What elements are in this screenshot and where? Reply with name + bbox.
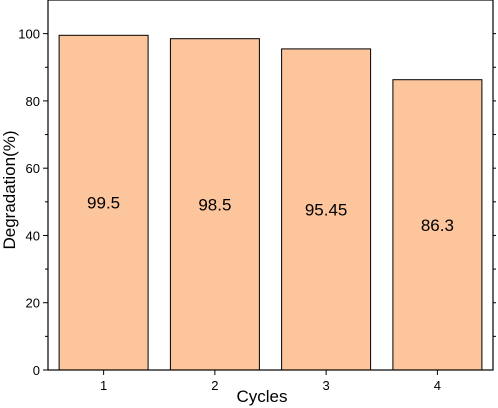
- x-axis-title: Cycles: [236, 387, 287, 406]
- x-axis-ticks: 1 2 3 4: [100, 370, 441, 393]
- x-tick-label: 2: [211, 378, 218, 393]
- bar-cycle-4: [392, 79, 483, 371]
- data-label-cycle-3: 95.45: [305, 201, 348, 220]
- data-label-cycle-1: 99.5: [87, 194, 120, 213]
- y-tick-label: 60: [26, 161, 40, 176]
- data-label-cycle-4: 86.3: [421, 216, 454, 235]
- bar-cycle-3: [281, 48, 372, 371]
- y-axis-title: Degradation(%): [0, 130, 19, 249]
- bar-cycle-1: [58, 34, 149, 371]
- y-tick-label: 100: [18, 27, 40, 42]
- y-tick-label: 40: [26, 229, 40, 244]
- plot-area-frame: [47, 0, 494, 371]
- x-tick-label: 3: [322, 378, 329, 393]
- data-label-cycle-2: 98.5: [198, 195, 231, 214]
- bar-cycle-2: [169, 38, 260, 371]
- x-tick-label: 4: [434, 378, 441, 393]
- y-axis-ticks: 0 20 40 60 80 100: [18, 27, 496, 378]
- bars-group: [58, 34, 483, 371]
- y-tick-label: 80: [26, 94, 40, 109]
- data-labels-group: 99.5 98.5 95.45 86.3: [87, 194, 454, 235]
- x-tick-label: 1: [100, 378, 107, 393]
- y-tick-label: 0: [33, 363, 40, 378]
- y-tick-label: 20: [26, 296, 40, 311]
